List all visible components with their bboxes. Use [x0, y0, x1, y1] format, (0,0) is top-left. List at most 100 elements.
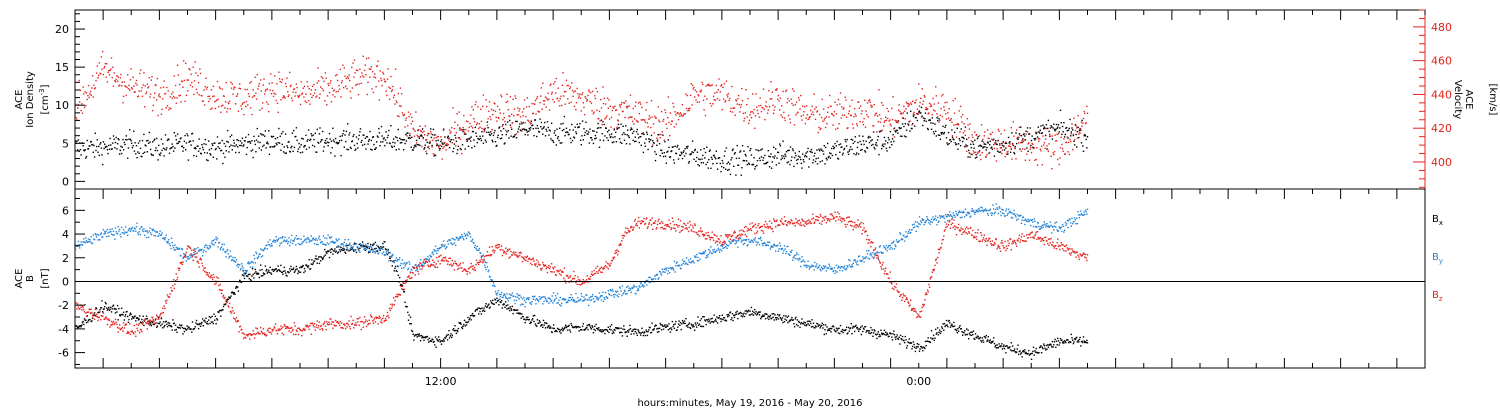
velocity-point — [1076, 127, 1078, 129]
bx-point — [199, 322, 201, 325]
density-point — [305, 148, 308, 150]
velocity-point — [90, 94, 92, 96]
density-point — [626, 134, 628, 136]
bx-point — [976, 337, 978, 339]
velocity-point — [187, 79, 190, 81]
density-point — [154, 138, 156, 140]
density-point — [664, 141, 666, 143]
bx-point — [881, 333, 883, 336]
density-point — [1026, 127, 1029, 129]
bx-point — [292, 268, 294, 271]
density-point — [411, 136, 413, 138]
density-point — [707, 167, 709, 169]
bx-point — [324, 248, 326, 251]
velocity-point — [778, 100, 780, 102]
velocity-point — [212, 95, 214, 98]
bx-point — [583, 329, 586, 331]
bx-point — [651, 322, 653, 324]
velocity-point — [790, 98, 792, 100]
density-point — [640, 136, 642, 138]
density-point — [710, 156, 713, 159]
velocity-point — [199, 72, 202, 75]
density-point — [174, 135, 177, 137]
velocity-point — [154, 84, 157, 86]
bx-point — [562, 329, 564, 332]
velocity-point — [930, 103, 932, 106]
bx-point — [1080, 345, 1082, 347]
bx-point — [233, 292, 235, 294]
velocity-point — [166, 86, 168, 89]
velocity-point — [648, 115, 651, 117]
by-point — [214, 238, 216, 241]
density-point — [576, 123, 578, 125]
by-point — [141, 225, 143, 228]
bx-point — [191, 331, 193, 333]
velocity-point — [591, 110, 593, 112]
velocity-point — [1082, 122, 1084, 124]
velocity-point — [131, 86, 133, 89]
density-point — [1011, 132, 1013, 134]
bx-point — [1041, 346, 1043, 348]
bx-point — [969, 334, 971, 336]
density-point — [1059, 109, 1062, 111]
bx-point — [677, 326, 679, 328]
by-point — [326, 242, 329, 244]
velocity-point — [1073, 117, 1075, 119]
bx-point — [714, 318, 717, 320]
velocity-point — [475, 123, 478, 126]
density-point — [1008, 142, 1010, 144]
velocity-point — [646, 101, 648, 104]
bx-point — [598, 327, 600, 329]
bx-point — [300, 265, 302, 268]
by-point — [257, 255, 260, 257]
velocity-point — [1018, 142, 1020, 144]
bx-point — [434, 344, 436, 346]
bx-point — [417, 333, 419, 336]
bx-point — [999, 345, 1002, 348]
velocity-point — [759, 97, 761, 99]
density-point — [773, 146, 775, 148]
by-point — [267, 241, 269, 243]
velocity-point — [887, 110, 890, 113]
velocity-point — [957, 124, 960, 126]
density-point — [739, 150, 742, 152]
density-point — [1024, 139, 1027, 141]
bx-point — [163, 326, 165, 328]
velocity-point — [503, 116, 505, 119]
by-point — [190, 254, 192, 256]
bx-point — [919, 348, 921, 350]
velocity-point — [671, 120, 674, 122]
velocity-point — [864, 126, 867, 128]
by-point — [108, 231, 111, 233]
velocity-point — [456, 113, 458, 115]
density-point — [827, 142, 829, 145]
velocity-point — [334, 74, 337, 77]
bx-point — [693, 325, 695, 328]
velocity-point — [139, 69, 142, 71]
velocity-point — [819, 128, 821, 131]
density-point — [614, 136, 616, 138]
by-point — [212, 243, 214, 245]
density-point — [421, 128, 424, 130]
bx-point — [766, 317, 769, 319]
density-point — [440, 140, 442, 143]
density-point — [633, 130, 635, 133]
density-point — [669, 156, 672, 158]
bx-point — [114, 312, 117, 314]
bx-point — [106, 307, 108, 309]
density-point — [357, 147, 359, 149]
velocity-point — [130, 68, 132, 70]
velocity-point — [716, 97, 719, 100]
velocity-point — [898, 104, 900, 106]
density-point — [911, 127, 913, 130]
density-point — [694, 149, 696, 152]
bx-point — [100, 307, 103, 309]
velocity-point — [171, 97, 173, 99]
density-point — [651, 145, 653, 148]
bx-point — [195, 322, 197, 324]
velocity-point — [638, 112, 640, 115]
by-point — [246, 269, 248, 272]
bx-point — [382, 242, 384, 245]
velocity-point — [878, 114, 881, 116]
bx-point — [741, 316, 744, 318]
